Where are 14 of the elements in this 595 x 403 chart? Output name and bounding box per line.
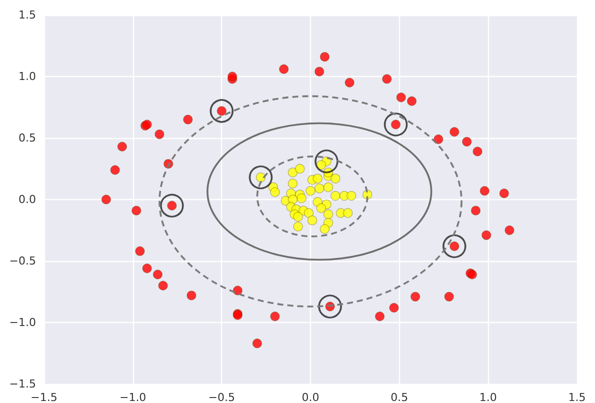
x-tick-label: 0.0	[302, 391, 320, 403]
x-tick-label: −1.5	[30, 391, 58, 403]
x-tick-label: −1.0	[119, 391, 146, 403]
y-tick-label: −0.5	[9, 254, 36, 268]
y-tick-label: 1.0	[18, 70, 36, 83]
y-tick-label: 0.5	[18, 132, 36, 144]
x-tick-label: 1.5	[568, 391, 586, 403]
y-tick-label: 0.0	[18, 193, 36, 206]
x-tick-label: 1.0	[479, 391, 497, 403]
y-tick-label: −1.5	[9, 378, 36, 390]
y-tick-label: −1.0	[9, 316, 36, 329]
x-tick-label: 0.5	[390, 391, 408, 403]
y-tick-label: 1.5	[18, 8, 36, 22]
x-tick-label: −0.5	[208, 391, 236, 403]
